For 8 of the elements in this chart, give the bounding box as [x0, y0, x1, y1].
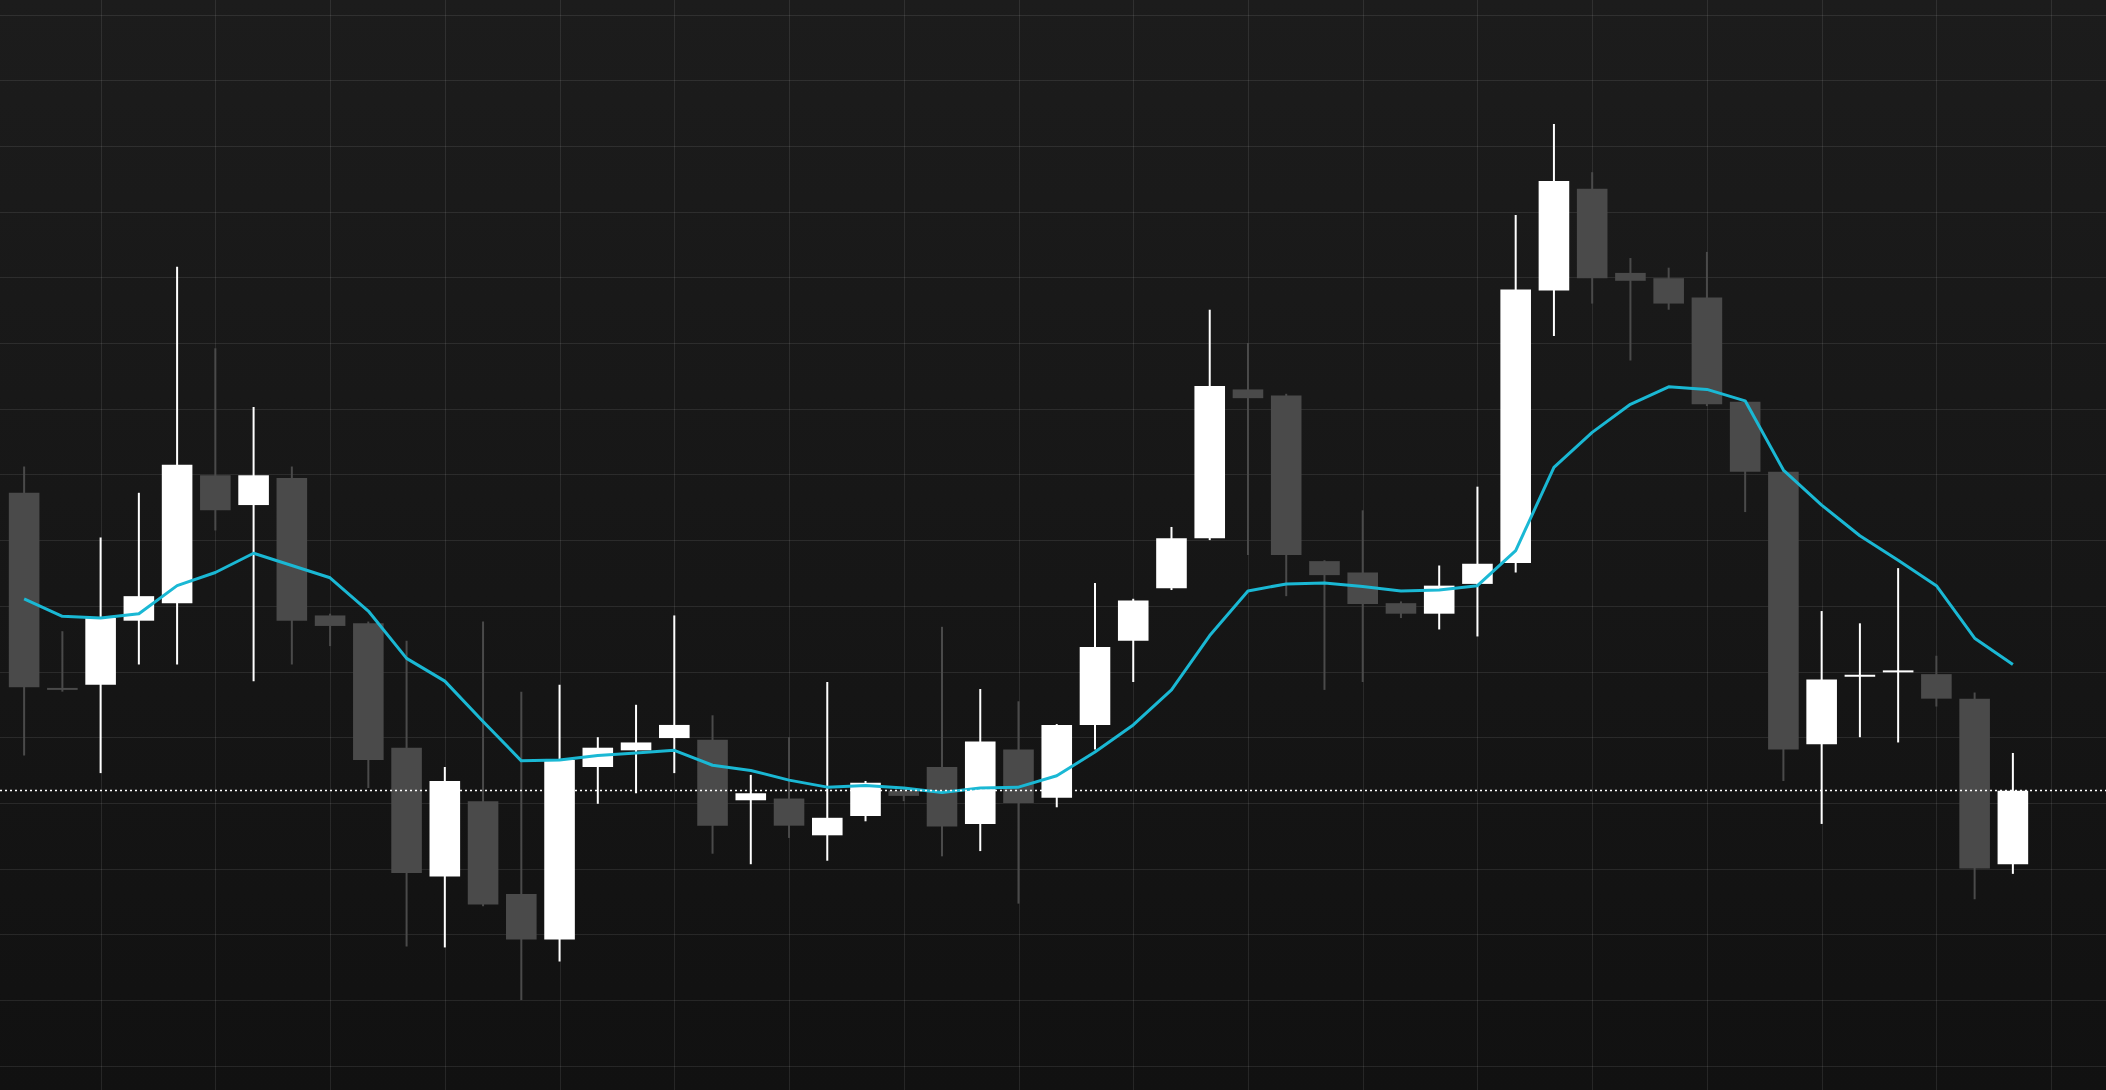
- candlestick: [1882, 567, 1914, 744]
- candlestick: [1309, 559, 1340, 691]
- candlestick: [658, 614, 690, 775]
- candlestick: [238, 405, 269, 683]
- candlestick: [1232, 342, 1264, 556]
- candlestick: [1844, 622, 1876, 739]
- candlestick: [1615, 257, 1646, 362]
- candlestick: [47, 630, 78, 693]
